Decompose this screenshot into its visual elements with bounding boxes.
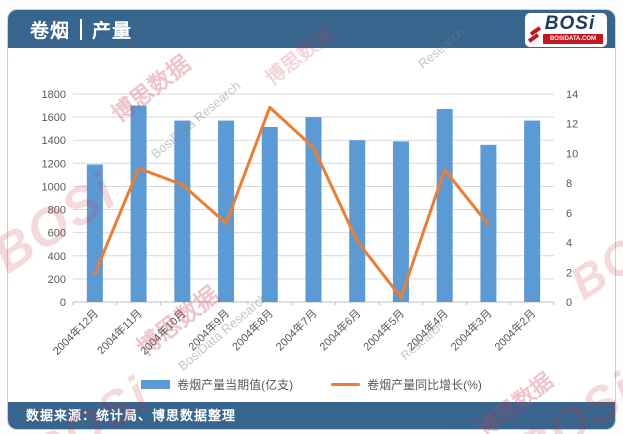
bosi-logo-domain: BOSIDATA.COM [543, 34, 603, 44]
x-axis-label: 2004年2月 [491, 306, 538, 353]
bar [305, 117, 322, 302]
legend-label-bars: 卷烟产量当期值(亿支) [177, 378, 294, 392]
trend-line [93, 105, 490, 300]
legend-item-line: 卷烟产量同比增长(%) [331, 376, 482, 393]
left-axis-label: 0 [60, 297, 66, 309]
axis-tick-labels: 0 200 400 600 800 1000 1200 1400 1600 1800 0 2 4 6 8 10… [42, 89, 579, 309]
x-axis-label: 2004年11月 [94, 306, 145, 357]
bosi-logo-text: BOSi [544, 13, 596, 34]
chart-legend: 卷烟产量当期值(亿支) 卷烟产量同比增长(%) [8, 376, 615, 393]
bar [349, 140, 366, 302]
left-axis-label: 200 [48, 274, 66, 286]
x-axis-labels: 2004年12月2004年11月2004年10月2004年9月2004年8月20… [50, 306, 539, 357]
x-axis-label: 2004年3月 [447, 306, 494, 353]
right-axis-label: 12 [566, 119, 578, 131]
bar [130, 105, 147, 302]
x-axis-label: 2004年7月 [273, 306, 320, 353]
legend-label-line: 卷烟产量同比增长(%) [367, 378, 482, 392]
bar [86, 164, 103, 302]
page-title: 卷烟 产量 [30, 10, 132, 48]
right-axis-label: 14 [566, 89, 578, 101]
left-axis-label: 800 [48, 205, 66, 217]
x-axis-label: 2004年8月 [229, 306, 276, 353]
bar [392, 141, 409, 302]
x-axis-label: 2004年5月 [360, 306, 407, 353]
bar [218, 120, 235, 302]
bar [524, 120, 541, 302]
title-separator [80, 18, 83, 40]
x-axis-label: 2004年12月 [50, 306, 101, 357]
left-axis-label: 1000 [42, 181, 66, 193]
bar [436, 109, 453, 302]
right-axis-label: 4 [566, 238, 572, 250]
right-axis-label: 6 [566, 208, 572, 220]
bar-series [86, 105, 541, 302]
bar-swatch-icon [141, 380, 171, 389]
right-axis-label: 0 [566, 297, 572, 309]
left-axis-label: 1200 [42, 158, 66, 170]
left-axis-label: 400 [48, 251, 66, 263]
legend-item-bars: 卷烟产量当期值(亿支) [141, 376, 293, 393]
title-right: 产量 [92, 20, 133, 42]
chart-card: 卷烟 产量 BOSi BOSIDATA.COM 0 200 400 600 800 100… [7, 9, 616, 430]
bar [261, 126, 278, 302]
right-axis-label: 8 [566, 178, 572, 190]
footer-bar: 数据来源：统计局、博思数据整理 [8, 402, 615, 429]
left-axis-label: 1600 [42, 112, 66, 124]
header-bar: 卷烟 产量 BOSi BOSIDATA.COM [8, 10, 615, 48]
bosi-logo: BOSi BOSIDATA.COM [525, 13, 607, 47]
title-left: 卷烟 [30, 20, 71, 42]
right-axis-label: 2 [566, 267, 572, 279]
right-axis-label: 10 [566, 148, 578, 160]
x-axis-label: 2004年9月 [185, 306, 232, 353]
left-axis-label: 1800 [42, 89, 66, 101]
x-axis-label: 2004年4月 [404, 306, 451, 353]
left-axis-label: 1400 [42, 135, 66, 147]
left-axis-label: 600 [48, 228, 66, 240]
x-axis-label: 2004年6月 [316, 306, 363, 353]
line-swatch-icon [331, 383, 361, 386]
bar [174, 120, 191, 302]
data-source-text: 数据来源：统计局、博思数据整理 [26, 408, 237, 423]
production-chart: 0 200 400 600 800 1000 1200 1400 1600 1800 0 2 4 6 8 10… [42, 89, 579, 358]
x-axis-label: 2004年10月 [137, 306, 188, 357]
